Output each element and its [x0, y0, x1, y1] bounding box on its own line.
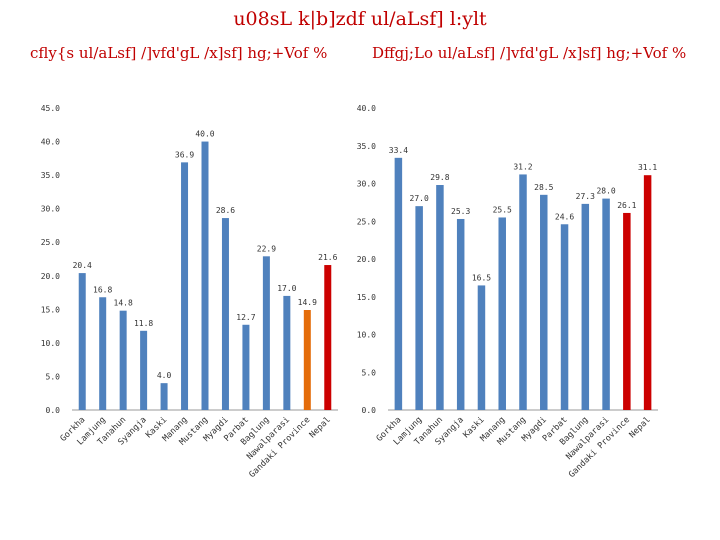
- right-data-label: 28.0: [596, 187, 615, 196]
- right-bar-manang: [498, 217, 506, 410]
- right-data-label: 29.8: [430, 173, 449, 182]
- left-data-label: 4.0: [157, 371, 172, 380]
- left-data-label: 22.9: [257, 244, 276, 253]
- left-y-tick-label: 30.0: [41, 205, 60, 214]
- right-y-tick-label: 40.0: [357, 104, 376, 113]
- right-data-label: 24.6: [555, 212, 574, 221]
- left-bar-lamjung: [99, 297, 107, 410]
- right-bar-tanahun: [436, 185, 444, 410]
- right-y-tick-label: 35.0: [357, 142, 376, 151]
- left-bar-manang: [181, 162, 189, 410]
- left-y-tick-label: 40.0: [41, 138, 60, 147]
- left-y-tick-label: 25.0: [41, 238, 60, 247]
- right-data-label: 31.1: [638, 163, 657, 172]
- right-bar-baglung: [581, 203, 590, 410]
- right-data-label: 16.5: [472, 273, 491, 282]
- right-chart-title: Dffgj;Lo ul/aLsf] /]vfd'gL /x]sf] hg;+Vo…: [372, 44, 687, 62]
- left-bar-gorkha: [78, 273, 86, 410]
- left-data-label: 14.8: [114, 299, 133, 308]
- left-bar-chart: 0.0 5.0 10.0 15.0 20.0 25.0 30.0 35.0 40.0 45.0 20…: [41, 104, 338, 480]
- right-bar-nepal: [643, 175, 652, 410]
- right-bar-lamjung: [415, 206, 423, 410]
- left-y-tick-label: 45.0: [41, 104, 60, 113]
- left-data-label: 16.8: [93, 285, 112, 294]
- left-y-tick-label: 10.0: [41, 339, 60, 348]
- left-data-label: 11.8: [134, 319, 153, 328]
- right-data-label: 27.3: [576, 192, 595, 201]
- left-bar-mustang: [201, 141, 209, 411]
- right-bar-gorkha: [394, 157, 403, 410]
- left-data-label: 17.0: [277, 284, 296, 293]
- left-bar-nawalparasi: [283, 295, 291, 410]
- right-category-label: Nepal: [628, 415, 653, 440]
- left-data-label: 14.9: [298, 298, 317, 307]
- right-data-label: 28.5: [534, 183, 553, 192]
- right-y-tick-label: 15.0: [357, 293, 376, 302]
- left-bar-tanahun: [119, 310, 127, 410]
- left-data-label: 40.0: [195, 130, 214, 139]
- right-bar-parbat: [560, 224, 569, 410]
- left-data-label: 21.6: [318, 253, 337, 262]
- right-bar-kaski: [477, 285, 486, 410]
- left-bar-parbat: [242, 324, 250, 410]
- right-data-label: 26.1: [617, 201, 636, 210]
- right-bar-myagdi: [540, 194, 548, 410]
- right-y-tick-label: 10.0: [357, 331, 376, 340]
- right-bar-nawalparasi: [602, 198, 610, 410]
- left-y-tick-label: 0.0: [46, 406, 61, 415]
- left-y-tick-label: 15.0: [41, 305, 60, 314]
- left-bar-nepal: [324, 265, 332, 410]
- left-bar-baglung: [262, 256, 270, 410]
- right-y-tick-label: 25.0: [357, 217, 376, 226]
- right-data-label: 31.2: [513, 162, 532, 171]
- left-data-label: 20.4: [73, 261, 92, 270]
- left-category-label: Nepal: [308, 415, 333, 440]
- left-chart-title: cfly{s ul/aLsf] /]vfd'gL /x]sf] hg;+Vof …: [30, 44, 328, 62]
- left-bar-myagdi: [221, 218, 229, 410]
- left-y-tick-label: 20.0: [41, 272, 60, 281]
- left-data-label: 12.7: [236, 313, 255, 322]
- right-y-tick-label: 0.0: [362, 406, 377, 415]
- left-bar-gandaki-province: [303, 310, 311, 410]
- right-data-label: 27.0: [410, 194, 429, 203]
- right-data-label: 33.4: [389, 146, 408, 155]
- right-y-tick-label: 5.0: [362, 368, 377, 377]
- page-title: u08sL k|b]zdf ul/aLsf] l:ylt: [233, 8, 487, 30]
- left-y-tick-label: 35.0: [41, 171, 60, 180]
- left-bar-syangja: [140, 330, 148, 410]
- right-y-tick-label: 30.0: [357, 180, 376, 189]
- right-bar-chart: 0.05.010.015.020.025.030.035.040.033.4Go…: [357, 104, 658, 480]
- right-bar-mustang: [519, 174, 527, 410]
- right-bar-gandaki-province: [623, 212, 631, 410]
- right-data-label: 25.3: [451, 207, 470, 216]
- right-y-tick-label: 20.0: [357, 255, 376, 264]
- right-data-label: 25.5: [493, 205, 512, 214]
- left-y-tick-label: 5.0: [46, 372, 61, 381]
- left-data-label: 28.6: [216, 206, 235, 215]
- left-data-label: 36.9: [175, 150, 194, 159]
- right-bar-syangja: [456, 218, 465, 410]
- left-bar-kaski: [160, 383, 168, 410]
